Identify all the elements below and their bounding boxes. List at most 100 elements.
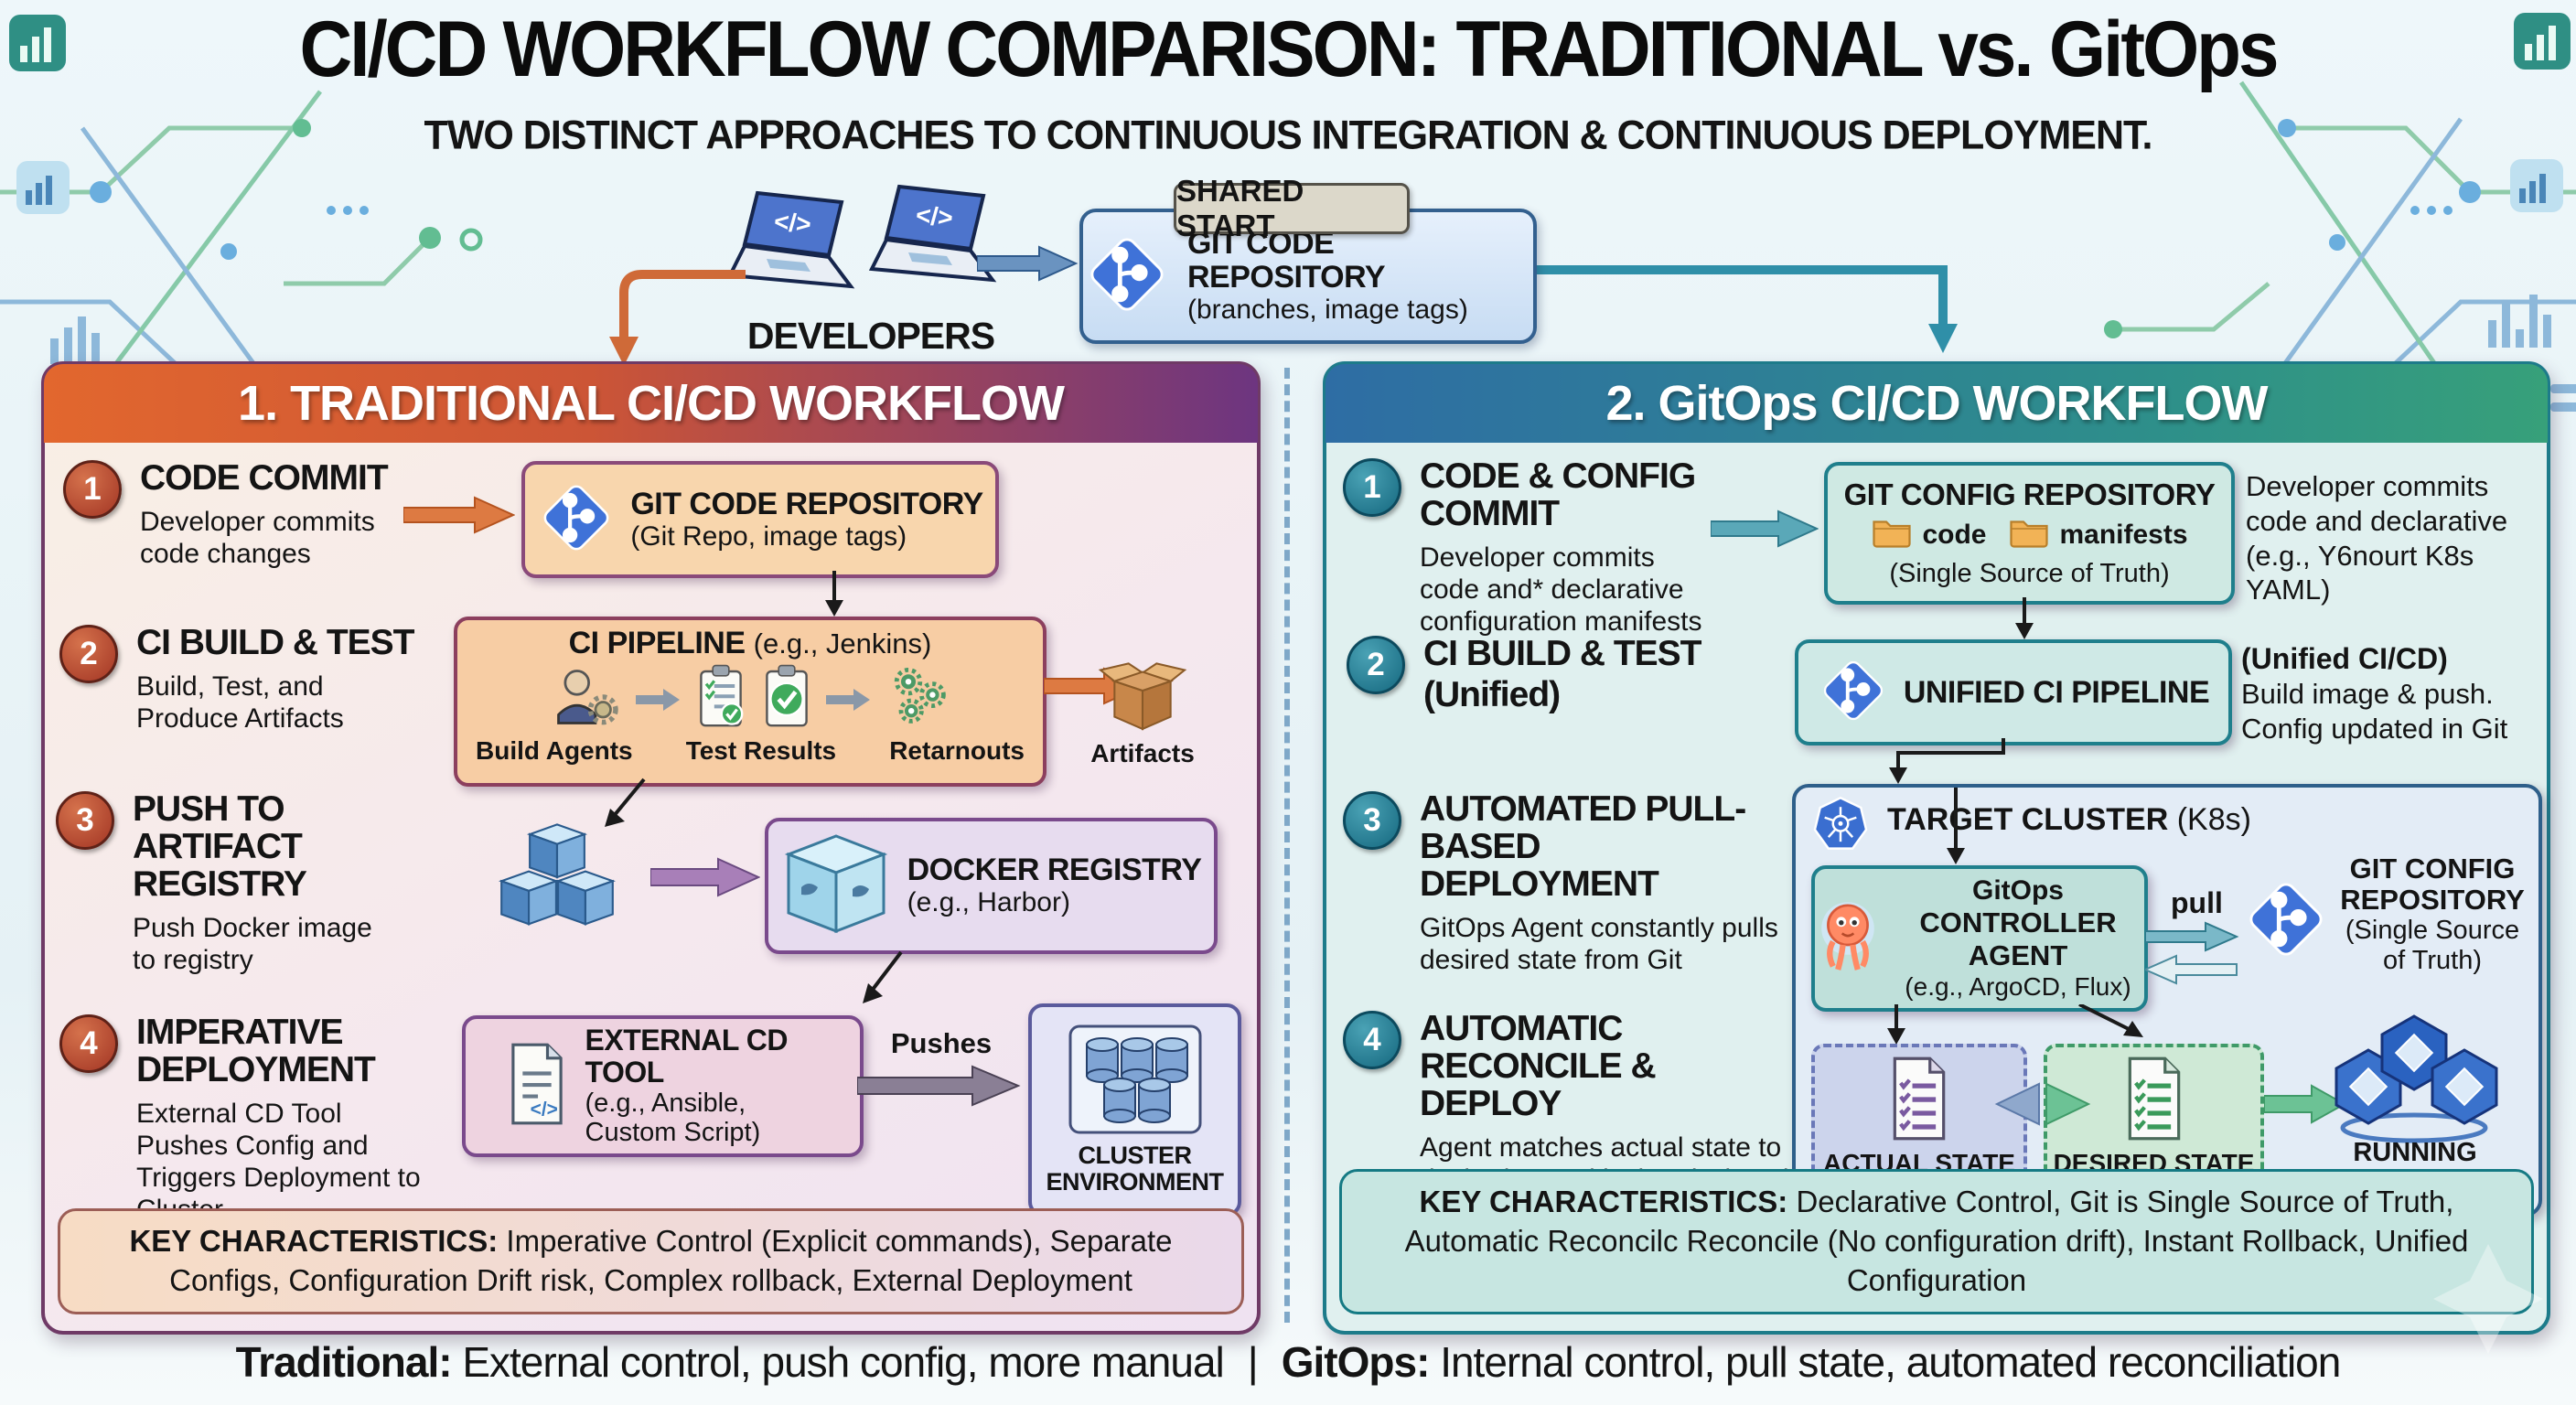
external-cd-tool-box: </> EXTERNAL CD TOOL (e.g., Ansible, Cus… <box>462 1015 864 1157</box>
trad-step-1: 1 CODE COMMIT Developer commits code cha… <box>63 458 411 570</box>
step-number: 4 <box>59 1014 118 1073</box>
containers-icon <box>467 819 647 940</box>
footer-traditional-text: External control, push config, more manu… <box>462 1338 1224 1386</box>
target-cluster-title-note: (K8s) <box>2176 802 2251 837</box>
step-title: CODE COMMIT <box>140 458 389 498</box>
arrow-developers-to-repo <box>977 245 1079 282</box>
box-title: GIT CONFIG REPOSITORY <box>1843 477 2216 511</box>
footer-traditional-label: Traditional: <box>235 1338 453 1386</box>
connector-registry-to-cdtool <box>863 950 903 1003</box>
step-desc: Build, Test, and Produce Artifacts <box>136 670 344 735</box>
box-title-note: (e.g., Jenkins) <box>753 627 932 660</box>
docker-cube-icon <box>781 831 891 941</box>
git-config-repo-box: GIT CONFIG REPOSITORY code manifests (Si… <box>1824 462 2235 605</box>
checklist-icon <box>760 664 813 735</box>
traditional-panel-body: 1 CODE COMMIT Developer commits code cha… <box>45 442 1257 1328</box>
traditional-panel-title: 1. TRADITIONAL CI/CD WORKFLOW <box>238 376 1065 431</box>
step-desc: External CD Tool Pushes Config and Trigg… <box>136 1098 421 1225</box>
step-desc: GitOps Agent constantly pulls desired st… <box>1420 912 1778 975</box>
arrow-developers-to-traditional <box>609 270 746 366</box>
folder-icon <box>2008 515 2050 555</box>
step-title: CI BUILD & TEST <box>1423 634 1701 673</box>
cluster-repo-ref: GIT CONFIG REPOSITORY (Single Source of … <box>2335 853 2529 975</box>
test-results-icon <box>694 664 747 735</box>
chart-chip-decoration-right <box>2510 13 2571 212</box>
unified-note: (Unified CI/CD) Build image & push. Conf… <box>2241 641 2543 746</box>
watermark-icon <box>2433 1244 2543 1354</box>
laptop-icon: </> <box>868 184 997 283</box>
arrow-containers-to-registry <box>650 857 760 897</box>
step-title: CI BUILD & TEST <box>136 623 414 662</box>
step-title: AUTOMATIC RECONCILE & DEPLOY <box>1420 1009 1657 1123</box>
shared-start-badge: SHARED START <box>1174 174 1410 242</box>
shared-git-repo-box: GIT CODE REPOSITORY (branches, image tag… <box>1079 209 1537 344</box>
panel-divider <box>1284 368 1290 1323</box>
step-number: 1 <box>63 460 122 519</box>
gitops-step-2: 2 CI BUILD & TEST (Unified) <box>1347 634 1749 714</box>
git-code-repo-box: GIT CODE REPOSITORY (Git Repo, image tag… <box>521 461 999 578</box>
arrow-desired-to-pods <box>2264 1084 2347 1124</box>
docker-registry-box: DOCKER REGISTRY (e.g., Harbor) <box>765 818 1218 954</box>
key-characteristics-gitops: KEY CHARACTERISTICS: Declarative Control… <box>1339 1169 2534 1314</box>
step-desc: Developer commits code changes <box>140 506 375 570</box>
footer-divider: | <box>1247 1338 1259 1386</box>
box-title: EXTERNAL CD TOOL <box>585 1024 789 1089</box>
box-sub: (e.g., Harbor) <box>907 887 1070 918</box>
step-desc: Developer commits code and* declarative … <box>1420 542 1702 638</box>
svg-text:</>: </> <box>773 207 812 238</box>
step1-note: Developer commits code and declarative (… <box>2246 470 2508 606</box>
step-number: 2 <box>59 625 118 683</box>
footer-summary: Traditional: External control, push conf… <box>0 1337 2576 1387</box>
page-title: CI/CD WORKFLOW COMPARISON: TRADITIONAL v… <box>299 5 2279 93</box>
footer-gitops: GitOps: Internal control, pull state, au… <box>1281 1337 2342 1387</box>
arrow-cdtool-to-cluster <box>857 1065 1021 1107</box>
gitops-panel-header: 2. GitOps CI/CD WORKFLOW <box>1326 364 2548 443</box>
trad-step-4: 4 IMPERATIVE DEPLOYMENT External CD Tool… <box>59 1014 444 1226</box>
step-desc: Push Docker image to registry <box>133 912 372 975</box>
target-cluster-title: TARGET CLUSTER (K8s) <box>1887 802 2251 838</box>
step-number: 2 <box>1347 636 1405 694</box>
svg-text:</>: </> <box>915 200 954 231</box>
state-doc-icon <box>2120 1055 2189 1147</box>
pods-icon <box>2315 1000 2513 1151</box>
box-sub: (Git Repo, image tags) <box>630 520 907 552</box>
footer-gitops-label: GitOps: <box>1281 1338 1431 1386</box>
pipeline-label: Test Results <box>685 736 837 765</box>
state-doc-icon <box>1884 1055 1954 1147</box>
step-number: 3 <box>1343 791 1401 850</box>
key-characteristics-text: Declarative Control, Git is Single Sourc… <box>1404 1185 2469 1298</box>
trad-step-3: 3 PUSH TO ARTIFACT REGISTRY Push Docker … <box>56 790 385 976</box>
folder-icon <box>1871 515 1913 555</box>
agent-sub: (e.g., ArgoCD, Flux) <box>1905 972 2131 1001</box>
shared-repo-sub: (branches, image tags) <box>1187 294 1468 325</box>
connector-agent-to-actual <box>1887 1004 1905 1045</box>
key-characteristics-label: KEY CHARACTERISTICS: <box>1419 1185 1788 1219</box>
chart-chip-decoration-left <box>9 15 70 214</box>
arrow-repo-to-gitops <box>1530 265 1958 353</box>
octopus-icon <box>1815 896 1881 981</box>
step-title2: (Unified) <box>1423 674 1561 714</box>
box-title: CI PIPELINE <box>568 626 746 660</box>
cluster-environment-label: CLUSTER ENVIRONMENT <box>1046 1141 1224 1196</box>
gitops-step-3: 3 AUTOMATED PULL-BASED DEPLOYMENT GitOps… <box>1343 790 1791 976</box>
build-agent-icon <box>546 666 623 733</box>
box-title: UNIFIED CI PIPELINE <box>1903 674 2210 710</box>
key-characteristics-text: Imperative Control (Explicit commands), … <box>169 1224 1173 1298</box>
artifacts-label: Artifacts <box>1090 739 1195 767</box>
box-sub: (e.g., Ansible, Custom Script) <box>585 1088 761 1148</box>
document-icon: </> <box>503 1041 571 1132</box>
key-characteristics-traditional: KEY CHARACTERISTICS: Imperative Control … <box>58 1208 1244 1314</box>
laptop-icon: </> <box>726 190 855 289</box>
pipeline-label: Retarnouts <box>889 736 1025 765</box>
connector-into-agent <box>1947 788 1965 864</box>
git-icon <box>1083 231 1171 323</box>
folder-label: manifests <box>2059 519 2188 550</box>
pull-arrows <box>2145 921 2239 985</box>
folder-label: code <box>1922 519 1987 550</box>
database-stack-icon <box>1067 1024 1204 1139</box>
connector-agent-to-desired <box>2078 1004 2143 1037</box>
key-characteristics-label: KEY CHARACTERISTICS: <box>129 1224 499 1259</box>
svg-text:</>: </> <box>530 1099 557 1120</box>
git-icon <box>2242 875 2330 968</box>
